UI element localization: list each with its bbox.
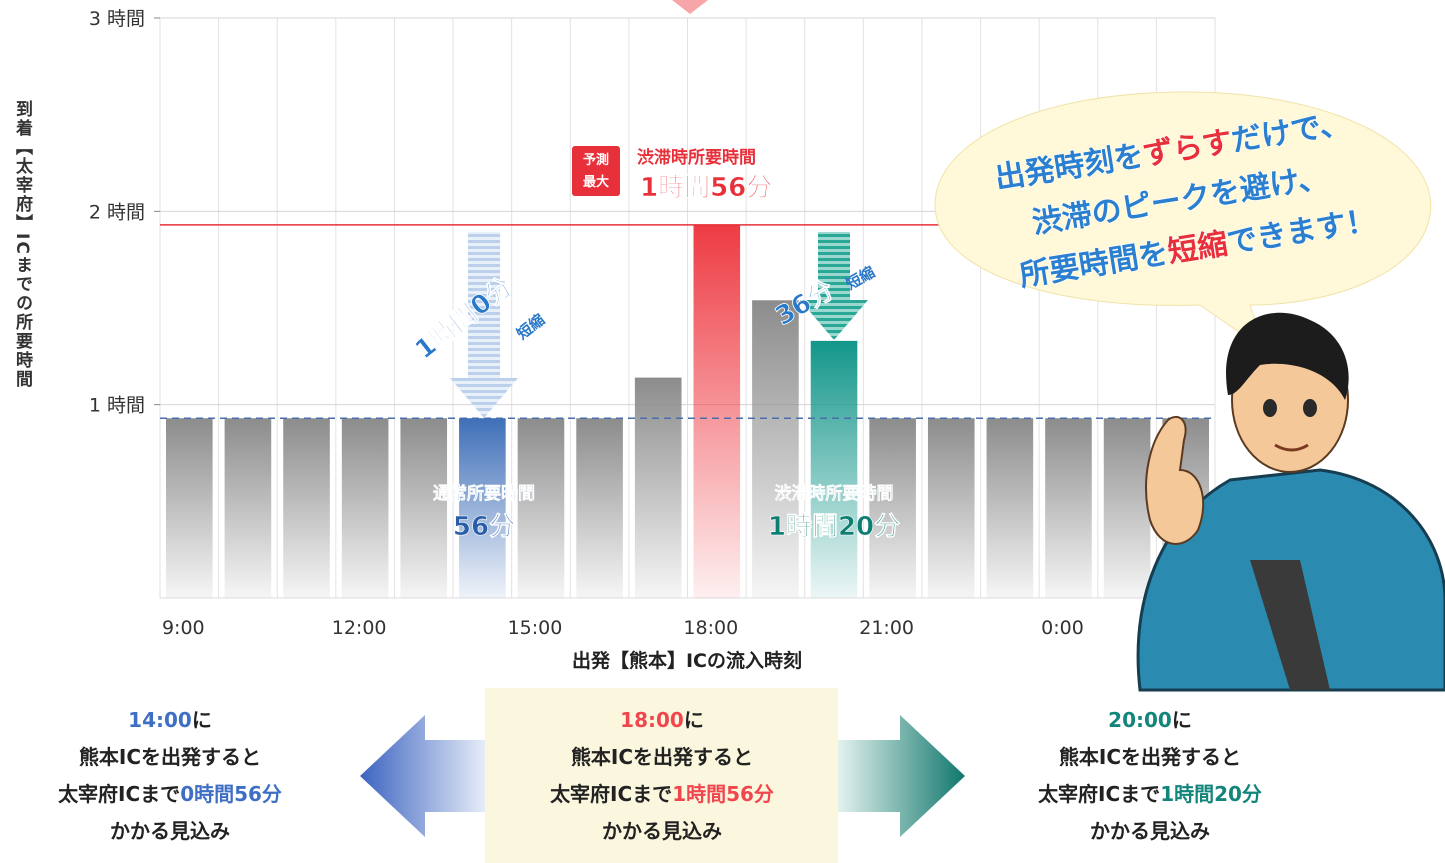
bar	[1045, 418, 1092, 598]
y-tick-label: 2 時間	[89, 201, 145, 223]
panel-text: かかる見込み	[1090, 819, 1210, 843]
panel-duration: 1時間20分	[1160, 782, 1262, 806]
bar	[166, 418, 213, 598]
panel-line: 太宰府ICまで0時間56分	[0, 776, 350, 813]
x-tick-label: 0:00	[1041, 617, 1084, 639]
x-tick-label: 15:00	[508, 617, 563, 639]
panel-text: 太宰府ICまで	[1038, 782, 1160, 806]
annotation: 通常所要時間	[433, 483, 535, 504]
x-axis-label: 出発【熊本】ICの流入時刻	[572, 649, 802, 672]
panel-line: かかる見込み	[970, 813, 1330, 850]
bar	[752, 300, 799, 598]
bar	[635, 378, 682, 598]
panel-time: 14:00	[128, 708, 192, 732]
bar	[1104, 418, 1151, 598]
direction-arrow	[838, 715, 965, 837]
panel-text: かかる見込み	[110, 819, 230, 843]
panel-text: に	[192, 708, 212, 732]
panel-text: 熊本ICを出発すると	[571, 745, 753, 769]
x-tick-label: 18:00	[683, 617, 738, 639]
panel-line: 熊本ICを出発すると	[970, 739, 1330, 776]
badge-text: 予測	[583, 152, 609, 168]
character-eye	[1303, 399, 1317, 417]
panel-line: 14:00に	[0, 702, 350, 739]
page: 1 時間 2 時間 3 時間 9:00 12:00 15:00 18:00 21:00 0:00…	[0, 0, 1445, 863]
panel-time: 20:00	[1108, 708, 1172, 732]
panel-text: に	[1172, 708, 1192, 732]
annotation: 渋滞時所要時間	[637, 147, 756, 168]
y-tick-label: 3 時間	[89, 8, 145, 30]
bar	[283, 418, 330, 598]
bar	[400, 418, 447, 598]
panel-line: 20:00に	[970, 702, 1330, 739]
panel-line: 熊本ICを出発すると	[482, 739, 842, 776]
panel-text: 太宰府ICまで	[550, 782, 672, 806]
bar	[811, 341, 858, 598]
panel-text: に	[684, 708, 704, 732]
bar	[869, 418, 916, 598]
bar	[694, 225, 741, 598]
x-tick-label: 9:00	[162, 617, 205, 639]
y-axis-label: 到着【太宰府】ICまでの所要時間	[12, 100, 34, 389]
panel: 20:00に熊本ICを出発すると太宰府ICまで1時間20分かかる見込み	[970, 702, 1330, 850]
panel-line: 太宰府ICまで1時間20分	[970, 776, 1330, 813]
panel: 18:00に熊本ICを出発すると太宰府ICまで1時間56分かかる見込み	[482, 702, 842, 850]
annotation: 1時間56分	[640, 173, 772, 203]
panel-line: 熊本ICを出発すると	[0, 739, 350, 776]
x-tick-label: 21:00	[859, 617, 914, 639]
bar	[459, 418, 506, 598]
bar	[518, 418, 565, 598]
direction-arrow	[360, 715, 485, 837]
panel-duration: 0時間56分	[180, 782, 282, 806]
bar	[576, 418, 623, 598]
bar	[342, 418, 389, 598]
panel-line: かかる見込み	[0, 813, 350, 850]
panel-text: かかる見込み	[602, 819, 722, 843]
panel-text: 熊本ICを出発すると	[79, 745, 261, 769]
bar	[928, 418, 975, 598]
panel-duration: 1時間56分	[672, 782, 774, 806]
panel-line: 太宰府ICまで1時間56分	[482, 776, 842, 813]
annotation: 56分	[453, 512, 515, 542]
panel-time: 18:00	[620, 708, 684, 732]
bar	[225, 418, 272, 598]
top-pointer	[672, 0, 708, 14]
x-tick-label: 12:00	[332, 617, 387, 639]
panel-text: 太宰府ICまで	[58, 782, 180, 806]
panel-line: 18:00に	[482, 702, 842, 739]
panel-text: 熊本ICを出発すると	[1059, 745, 1241, 769]
badge-text: 最大	[583, 174, 609, 190]
panel: 14:00に熊本ICを出発すると太宰府ICまで0時間56分かかる見込み	[0, 702, 350, 850]
annotation: 渋滞時所要時間	[775, 483, 894, 504]
y-tick-label: 1 時間	[89, 395, 145, 417]
panel-line: かかる見込み	[482, 813, 842, 850]
character-eye	[1263, 399, 1277, 417]
bar	[987, 418, 1034, 598]
annotation: 1時間20分	[768, 512, 900, 542]
